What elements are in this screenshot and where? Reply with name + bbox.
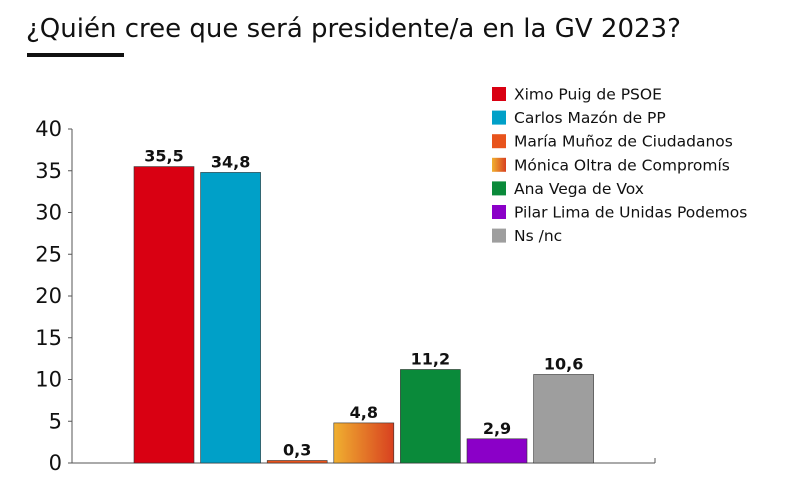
legend-label: Pilar Lima de Unidas Podemos [514,204,747,222]
data-label: 10,6 [544,354,583,373]
y-tick-label: 20 [35,284,62,308]
chart-bars [133,166,594,464]
bar [400,369,461,464]
data-label: 4,8 [350,403,378,422]
chart-legend: Ximo Puig de PSOE Carlos Mazón de PP María… [492,86,747,245]
data-label: 2,9 [483,419,511,438]
y-tick-label: 25 [35,242,62,266]
title-underline [27,53,124,57]
data-label: 34,8 [211,152,250,171]
legend-label: Mónica Oltra de Compromís [514,156,730,174]
bar [133,166,195,464]
bar [466,438,528,464]
data-label: 35,5 [144,147,183,166]
legend-swatch [492,228,506,243]
bar [333,422,395,464]
legend-swatch [492,181,506,196]
y-tick-label: 30 [35,201,62,225]
y-tick-label: 40 [35,117,62,141]
legend-label: Carlos Mazón de PP [514,109,666,127]
legend-label: Ana Vega de Vox [514,180,644,198]
bar [533,374,594,464]
bar [266,460,328,464]
legend-swatch [492,157,506,172]
legend-swatch [492,87,506,101]
y-tick-label: 15 [35,326,62,350]
data-label: 11,2 [411,349,450,368]
legend-swatch [492,110,506,125]
y-tick-label: 10 [35,368,62,392]
y-tick-label: 5 [49,409,62,433]
data-label: 0,3 [283,440,311,459]
legend-label: María Muñoz de Ciudadanos [514,133,733,151]
y-tick-label: 0 [49,451,62,475]
chart-title: ¿Quién cree que será presidente/a en la … [26,14,681,44]
legend-label: Ns /nc [514,227,562,245]
legend-swatch [492,134,506,149]
legend-label: Ximo Puig de PSOE [514,86,662,104]
y-tick-label: 35 [35,159,62,183]
legend-swatch [492,205,506,219]
bar [200,172,261,464]
chart-data-labels: 35,5 34,8 0,3 4,8 11,2 2,9 10,6 [144,147,583,460]
